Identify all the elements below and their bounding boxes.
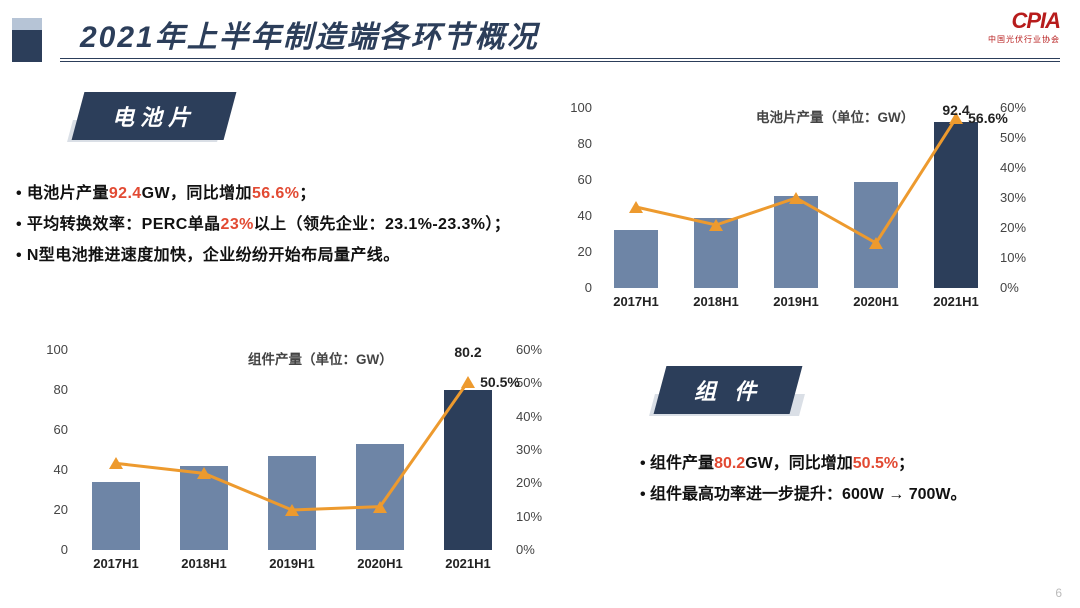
cell-chart: 0204060801000%10%20%30%40%50%60%2017H120… (550, 90, 1060, 320)
bullet-list-module: • 组件产量80.2GW，同比增加50.5%；• 组件最高功率进一步提升：600… (640, 448, 1060, 510)
bullet-item: • N型电池推进速度加快，企业纷纷开始布局量产线。 (16, 240, 556, 271)
y-left-tick: 60 (552, 172, 592, 187)
section-flag-module: 组 件 (654, 366, 803, 414)
title-ornament (12, 18, 42, 62)
plot-area (72, 350, 512, 550)
y-left-tick: 80 (28, 382, 68, 397)
y-right-tick: 20% (516, 475, 556, 490)
brand-logo: CPIA (1011, 8, 1060, 34)
y-right-tick: 20% (1000, 220, 1040, 235)
y-right-tick: 10% (516, 509, 556, 524)
y-left-tick: 60 (28, 422, 68, 437)
line-marker-icon (285, 504, 299, 516)
y-left-tick: 0 (552, 280, 592, 295)
category-label: 2018H1 (181, 556, 227, 571)
line-marker-icon (461, 376, 475, 388)
section-flag-cell: 电池片 (72, 92, 237, 140)
y-left-tick: 100 (552, 100, 592, 115)
category-label: 2017H1 (613, 294, 659, 309)
y-right-tick: 40% (516, 409, 556, 424)
y-right-tick: 30% (1000, 190, 1040, 205)
y-left-tick: 0 (28, 542, 68, 557)
y-left-tick: 40 (552, 208, 592, 223)
y-left-tick: 40 (28, 462, 68, 477)
bullet-item: • 平均转换效率：PERC单晶23%以上（领先企业：23.1%-23.3%）； (16, 209, 556, 240)
line-marker-icon (789, 192, 803, 204)
line-series (72, 350, 512, 550)
highlight-pct: 56.6% (968, 110, 1008, 126)
brand-logo-sub: 中国光伏行业协会 (988, 34, 1060, 45)
y-left-tick: 100 (28, 342, 68, 357)
bullet-item: • 组件产量80.2GW，同比增加50.5%； (640, 448, 1060, 479)
bullet-item: • 组件最高功率进一步提升：600W → 700W。 (640, 479, 1060, 510)
line-marker-icon (869, 237, 883, 249)
category-label: 2021H1 (933, 294, 979, 309)
title-underline (60, 58, 1060, 62)
category-label: 2017H1 (93, 556, 139, 571)
line-marker-icon (109, 457, 123, 469)
category-label: 2018H1 (693, 294, 739, 309)
highlight-pct: 50.5% (480, 374, 520, 390)
page-number: 6 (1055, 586, 1062, 600)
category-label: 2019H1 (773, 294, 819, 309)
category-label: 2020H1 (357, 556, 403, 571)
category-label: 2020H1 (853, 294, 899, 309)
highlight-value: 80.2 (454, 344, 481, 360)
y-right-tick: 40% (1000, 160, 1040, 175)
highlight-value: 92.4 (942, 102, 969, 118)
slide: 2021年上半年制造端各环节概况 CPIA 中国光伏行业协会 电池片 • 电池片… (0, 0, 1080, 608)
y-left-tick: 20 (552, 244, 592, 259)
y-left-tick: 80 (552, 136, 592, 151)
page-title: 2021年上半年制造端各环节概况 (80, 12, 539, 56)
plot-area (596, 108, 996, 288)
bullet-list-cell: • 电池片产量92.4GW，同比增加56.6%；• 平均转换效率：PERC单晶2… (16, 178, 556, 272)
y-right-tick: 30% (516, 442, 556, 457)
series-title: 组件产量（单位：GW） (248, 348, 393, 368)
bullet-item: • 电池片产量92.4GW，同比增加56.6%； (16, 178, 556, 209)
category-label: 2019H1 (269, 556, 315, 571)
line-marker-icon (197, 467, 211, 479)
module-chart: 0 20 40 60 80 100 0% 10% 20% 30% 40% 50% 60% 2017H1 20… (26, 330, 586, 590)
line-marker-icon (373, 501, 387, 513)
y-right-tick: 50% (1000, 130, 1040, 145)
category-label: 2021H1 (445, 556, 491, 571)
line-marker-icon (709, 219, 723, 231)
y-right-tick: 50% (516, 375, 556, 390)
series-title: 电池片产量（单位：GW） (756, 106, 914, 126)
y-right-tick: 0% (1000, 280, 1040, 295)
y-right-tick: 60% (516, 342, 556, 357)
line-marker-icon (629, 201, 643, 213)
y-right-tick: 10% (1000, 250, 1040, 265)
y-right-tick: 0% (516, 542, 556, 557)
y-left-tick: 20 (28, 502, 68, 517)
